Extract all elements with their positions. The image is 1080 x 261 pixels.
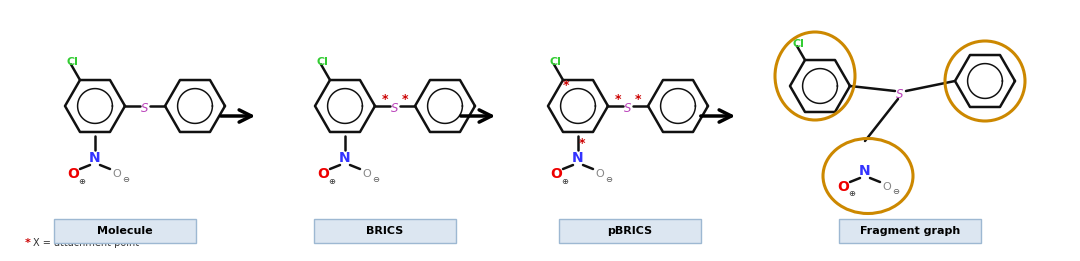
Text: O: O — [837, 180, 849, 194]
Text: S: S — [896, 87, 904, 100]
Text: N: N — [572, 151, 584, 165]
Text: *: * — [25, 238, 31, 248]
Text: O: O — [550, 167, 562, 181]
Text: *: * — [615, 92, 621, 105]
Text: ⊕: ⊕ — [328, 176, 336, 186]
Text: N: N — [339, 151, 351, 165]
Text: X = attachment point: X = attachment point — [33, 238, 139, 248]
FancyBboxPatch shape — [54, 219, 195, 243]
Text: O: O — [67, 167, 79, 181]
Text: ⊖: ⊖ — [122, 175, 130, 183]
Text: Cl: Cl — [316, 57, 328, 67]
FancyBboxPatch shape — [839, 219, 981, 243]
Text: BRICS: BRICS — [366, 226, 404, 236]
Text: S: S — [141, 103, 149, 116]
FancyBboxPatch shape — [314, 219, 456, 243]
Text: ⊕: ⊕ — [79, 176, 85, 186]
Text: O: O — [318, 167, 329, 181]
Text: Cl: Cl — [66, 57, 78, 67]
Text: *: * — [563, 79, 569, 92]
Text: O: O — [363, 169, 372, 179]
Text: ⊖: ⊖ — [373, 175, 379, 183]
Text: *: * — [381, 92, 388, 105]
Text: Cl: Cl — [792, 39, 804, 49]
Text: *: * — [635, 92, 642, 105]
Text: O: O — [596, 169, 605, 179]
Text: ⊖: ⊖ — [892, 187, 900, 197]
Text: ⊕: ⊕ — [849, 189, 855, 199]
Text: *: * — [579, 138, 585, 151]
Text: O: O — [112, 169, 121, 179]
Text: O: O — [882, 182, 891, 192]
Text: ⊕: ⊕ — [562, 176, 568, 186]
Text: S: S — [391, 103, 399, 116]
FancyBboxPatch shape — [559, 219, 701, 243]
Text: N: N — [90, 151, 100, 165]
Text: Cl: Cl — [549, 57, 561, 67]
Text: *: * — [402, 92, 408, 105]
Text: Fragment graph: Fragment graph — [860, 226, 960, 236]
Text: S: S — [624, 103, 632, 116]
Text: Molecule: Molecule — [97, 226, 152, 236]
Text: ⊖: ⊖ — [606, 175, 612, 183]
Text: N: N — [860, 164, 870, 178]
Text: pBRICS: pBRICS — [607, 226, 652, 236]
